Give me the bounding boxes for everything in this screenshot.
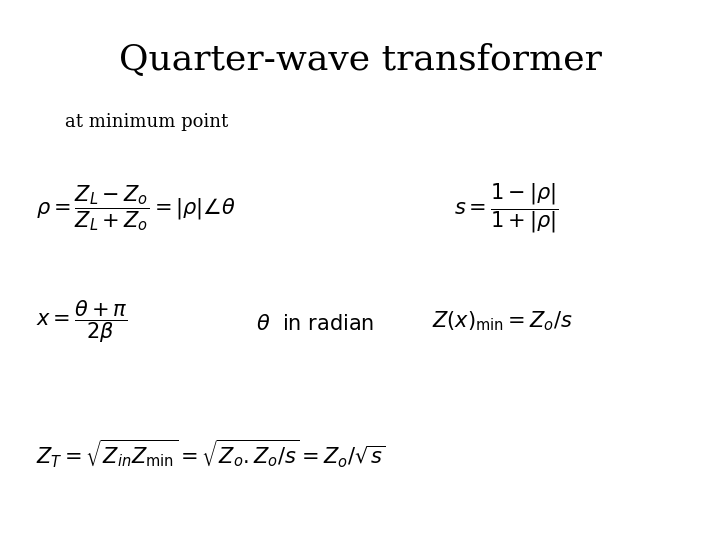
Text: $s = \dfrac{1-|\rho|}{1+|\rho|}$: $s = \dfrac{1-|\rho|}{1+|\rho|}$ (454, 181, 558, 235)
Text: $\theta$  in radian: $\theta$ in radian (256, 314, 374, 334)
Text: at minimum point: at minimum point (65, 113, 228, 131)
Text: $Z_T = \sqrt{Z_{in}Z_{\mathrm{min}}} = \sqrt{Z_o.Z_o/s} = Z_o / \sqrt{s}$: $Z_T = \sqrt{Z_{in}Z_{\mathrm{min}}} = \… (36, 437, 386, 470)
Text: $\rho = \dfrac{Z_L - Z_o}{Z_L + Z_o} = |\rho|\angle\theta$: $\rho = \dfrac{Z_L - Z_o}{Z_L + Z_o} = |… (36, 183, 236, 233)
Text: $x = \dfrac{\theta + \pi}{2\beta}$: $x = \dfrac{\theta + \pi}{2\beta}$ (36, 298, 127, 345)
Text: Quarter-wave transformer: Quarter-wave transformer (119, 43, 601, 77)
Text: $Z(x)_{\mathrm{min}} = Z_o / s$: $Z(x)_{\mathrm{min}} = Z_o / s$ (432, 309, 572, 333)
